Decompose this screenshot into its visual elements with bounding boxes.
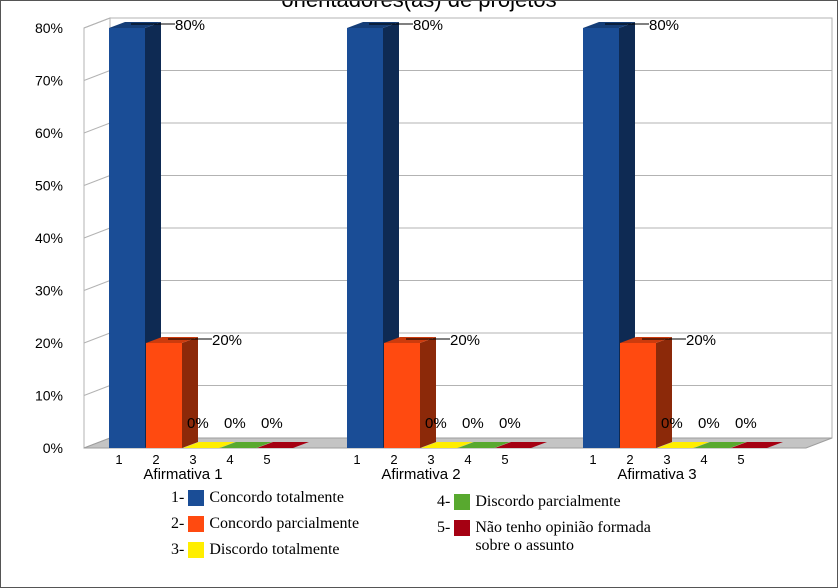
legend-label: Concordo parcialmente: [209, 515, 360, 532]
legend-number: 3-: [171, 541, 185, 558]
bar-front: [620, 343, 656, 448]
bar-side: [420, 337, 436, 448]
x-tick-label: 5: [737, 452, 744, 467]
legend-swatch-blue: [188, 490, 205, 506]
legend-number: 2-: [171, 515, 185, 532]
bar-zero: [657, 442, 709, 448]
bar-value-label: 20%: [212, 332, 242, 349]
legend-label: Discordo parcialmente: [475, 493, 621, 510]
y-tick-label: 70%: [35, 73, 63, 89]
x-tick-label: 3: [427, 452, 434, 467]
gridline-side: [83, 385, 111, 396]
bar-zero: [257, 442, 309, 448]
y-tick-label: 30%: [35, 283, 63, 299]
x-tick-label: 1: [115, 452, 122, 467]
bar-value-label: 0%: [661, 415, 683, 432]
x-tick-label: 2: [626, 452, 633, 467]
x-tick-label: 2: [152, 452, 159, 467]
gridline-side: [83, 280, 111, 291]
group-label: Afirmativa 1: [143, 466, 222, 483]
bar-zero: [220, 442, 272, 448]
bar-side: [656, 337, 672, 448]
chart-title: orientadores(as) de projetos: [1, 1, 837, 13]
y-tick-label: 40%: [35, 230, 63, 246]
legend-item-2: 2- Concordo parcialmente: [171, 515, 359, 533]
bar-value-label: 80%: [175, 17, 205, 34]
bar-value-label: 0%: [187, 415, 209, 432]
legend: 1- Concordo totalmente 2- Concordo parci…: [1, 487, 837, 587]
legend-swatch-darkred: [454, 520, 471, 536]
y-tick-label: 60%: [35, 125, 63, 141]
gridline-side: [83, 332, 111, 344]
bar-front: [384, 343, 420, 448]
gridline-side: [83, 175, 111, 186]
y-tick-label: 0%: [43, 440, 63, 456]
legend-item-1: 1- Concordo totalmente: [171, 489, 344, 507]
bar-value-label: 0%: [224, 415, 246, 432]
x-tick-label: 4: [700, 452, 707, 467]
group-label: Afirmativa 2: [381, 466, 460, 483]
bar-value-label: 20%: [686, 332, 716, 349]
legend-item-3: 3- Discordo totalmente: [171, 541, 340, 559]
bar-zero: [495, 442, 547, 448]
group-label: Afirmativa 3: [617, 466, 696, 483]
bar-zero: [694, 442, 746, 448]
legend-item-5: 5- Não tenho opinião formada sobre o ass…: [437, 519, 677, 555]
bar-side: [182, 337, 198, 448]
legend-number: 5-: [437, 519, 451, 536]
bar-value-label: 80%: [413, 17, 443, 34]
bar-front: [347, 28, 383, 448]
legend-item-4: 4- Discordo parcialmente: [437, 493, 621, 511]
bar-front: [146, 343, 182, 448]
legend-swatch-orange: [188, 516, 205, 532]
x-tick-label: 1: [353, 452, 360, 467]
bar-value-label: 0%: [425, 415, 447, 432]
bar-value-label: 80%: [649, 17, 679, 34]
gridline-side: [83, 70, 111, 81]
y-tick-label: 80%: [35, 20, 63, 36]
legend-swatch-yellow: [188, 542, 205, 558]
y-tick-label: 20%: [35, 335, 63, 351]
x-tick-label: 4: [464, 452, 471, 467]
x-tick-label: 3: [189, 452, 196, 467]
bar-value-label: 0%: [462, 415, 484, 432]
bar-chart: 0%10%20%30%40%50%60%70%80% 80%20%0% 0% 0%1 2…: [35, 17, 833, 483]
bar-front: [109, 28, 145, 448]
legend-number: 1-: [171, 489, 185, 506]
bar-zero: [421, 442, 473, 448]
x-tick-label: 3: [663, 452, 670, 467]
x-tick-label: 5: [501, 452, 508, 467]
y-tick-label: 10%: [35, 388, 63, 404]
gridline-side: [83, 122, 111, 134]
y-tick-label: 50%: [35, 178, 63, 194]
bar-zero: [183, 442, 235, 448]
legend-label: Concordo totalmente: [209, 489, 344, 506]
legend-label: Não tenho opinião formada sobre o assunt…: [475, 519, 651, 554]
gridline-side: [83, 227, 111, 239]
bar-value-label: 0%: [735, 415, 757, 432]
bar-zero: [458, 442, 510, 448]
bar-value-label: 0%: [499, 415, 521, 432]
legend-swatch-green: [454, 494, 471, 510]
x-tick-label: 2: [390, 452, 397, 467]
x-tick-label: 4: [226, 452, 233, 467]
bar-value-label: 0%: [698, 415, 720, 432]
legend-number: 4-: [437, 493, 451, 510]
legend-label: Discordo totalmente: [209, 541, 340, 558]
bar-value-label: 20%: [450, 332, 480, 349]
bar-zero: [731, 442, 783, 448]
bar-front: [583, 28, 619, 448]
gridline-side: [83, 17, 111, 29]
x-tick-label: 5: [263, 452, 270, 467]
x-tick-label: 1: [589, 452, 596, 467]
bar-value-label: 0%: [261, 415, 283, 432]
